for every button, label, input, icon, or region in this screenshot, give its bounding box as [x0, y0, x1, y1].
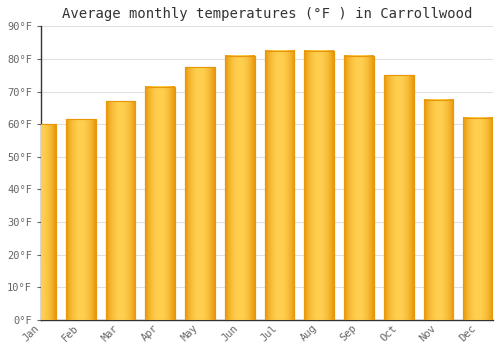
Bar [146, 87, 175, 320]
Bar [264, 51, 294, 320]
Bar [225, 56, 254, 320]
Bar [304, 51, 334, 320]
Bar [185, 67, 215, 320]
Bar [463, 118, 493, 320]
Bar [106, 102, 136, 320]
Bar [26, 124, 56, 320]
Bar [264, 51, 294, 320]
Bar [106, 102, 136, 320]
Bar [304, 51, 334, 320]
Bar [344, 56, 374, 320]
Bar [463, 118, 493, 320]
Bar [146, 87, 175, 320]
Bar [344, 56, 374, 320]
Bar [66, 119, 96, 320]
Bar [185, 67, 215, 320]
Bar [225, 56, 254, 320]
Bar [66, 119, 96, 320]
Bar [384, 75, 414, 320]
Title: Average monthly temperatures (°F ) in Carrollwood: Average monthly temperatures (°F ) in Ca… [62, 7, 472, 21]
Bar [424, 100, 454, 320]
Bar [384, 75, 414, 320]
Bar [26, 124, 56, 320]
Bar [424, 100, 454, 320]
